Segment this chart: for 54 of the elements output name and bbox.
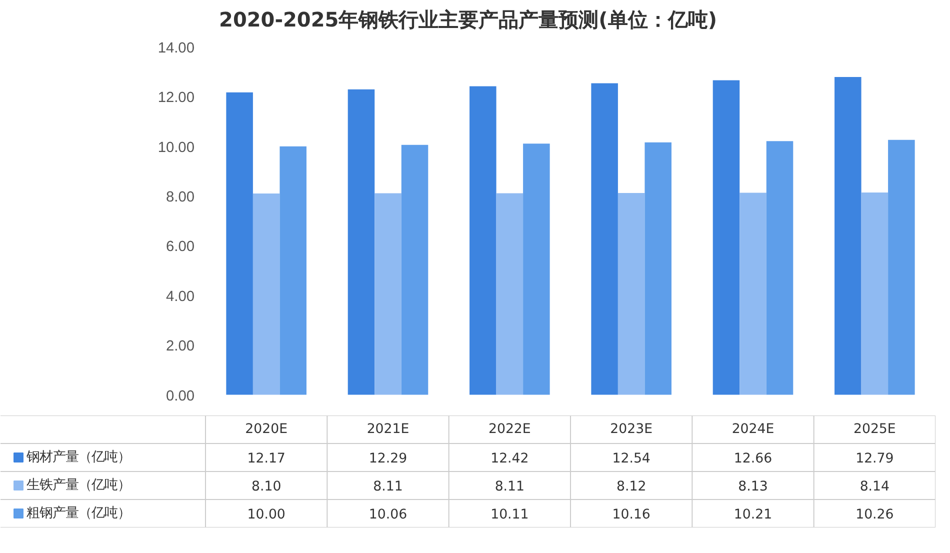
data-label: 12.29: [368, 452, 408, 466]
data-label: 8.12: [616, 480, 646, 494]
bar: [712, 80, 740, 395]
legend-label: 粗钢产量（亿吨）: [26, 506, 130, 521]
bar: [226, 92, 253, 395]
bar: [591, 83, 618, 395]
bar: [280, 146, 306, 395]
bar: [401, 144, 428, 395]
data-label: 10.16: [612, 508, 650, 522]
bar: [888, 140, 915, 395]
legend-label: 生铁产量（亿吨）: [26, 478, 130, 493]
x-tick-label: 2022E: [488, 422, 531, 437]
bar: [740, 192, 766, 395]
bar: [374, 193, 402, 395]
data-label: 10.21: [734, 508, 772, 522]
data-label: 8.13: [738, 480, 768, 494]
data-label: 10.26: [856, 508, 894, 522]
y-tick-label: 12.00: [158, 90, 195, 106]
bar: [348, 89, 375, 395]
data-label: 12.66: [734, 452, 772, 466]
data-label: 8.14: [860, 480, 890, 494]
x-tick-label: 2024E: [732, 422, 774, 437]
y-tick-label: 4.00: [166, 288, 195, 305]
bar: [252, 194, 280, 395]
data-label: 10.11: [490, 508, 529, 522]
y-tick-label: 2.00: [166, 338, 195, 355]
x-tick-label: 2020E: [245, 422, 288, 437]
y-tick-label: 0.00: [166, 388, 195, 404]
x-tick-label: 2023E: [610, 422, 653, 437]
data-label: 10.00: [247, 508, 286, 522]
data-label: 8.11: [373, 480, 403, 494]
data-label: 12.79: [856, 452, 894, 466]
bar: [834, 77, 862, 395]
x-tick-label: 2025E: [853, 422, 896, 437]
data-label: 10.06: [368, 508, 408, 522]
y-tick-label: 8.00: [166, 190, 195, 206]
y-tick-label: 10.00: [158, 140, 195, 156]
bar: [618, 193, 645, 395]
chart-title: 2020-2025年钢铁行业主要产品产量预测(单位：亿吨): [219, 8, 717, 32]
bar: [470, 86, 496, 395]
bar: [766, 141, 794, 395]
legend-label: 钢材产量（亿吨）: [26, 450, 130, 465]
y-tick-label: 6.00: [166, 239, 195, 256]
bar: [523, 144, 550, 395]
y-tick-label: 14.00: [158, 40, 195, 56]
x-tick-label: 2021E: [366, 422, 410, 437]
data-label: 12.17: [247, 452, 286, 466]
data-label: 12.54: [612, 452, 650, 466]
data-label: 8.10: [251, 480, 282, 494]
bar: [644, 142, 672, 395]
bar: [496, 193, 524, 395]
data-label: 12.42: [490, 452, 529, 466]
bar: [861, 192, 888, 395]
data-label: 8.11: [494, 480, 525, 494]
